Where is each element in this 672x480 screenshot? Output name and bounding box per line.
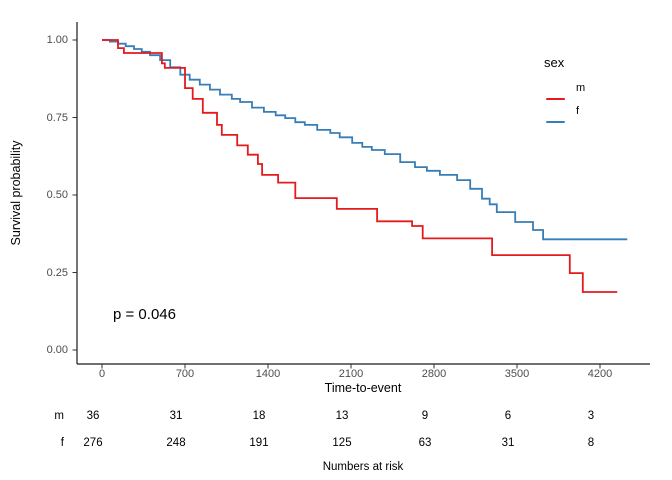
x-tick-label: 0 xyxy=(98,368,106,380)
x-tick-label: 4200 xyxy=(587,368,613,380)
x-tick-label: 3500 xyxy=(504,368,530,380)
legend-title: sex xyxy=(544,55,565,70)
y-axis-title: Survival probability xyxy=(9,140,23,246)
y-tick-label: 0.25 xyxy=(46,266,68,279)
legend-label-m: m xyxy=(576,82,586,94)
risk-count-f: 248 xyxy=(166,437,186,449)
x-tick-label: 2800 xyxy=(421,368,447,380)
risk-count-f: 8 xyxy=(587,437,595,449)
risk-row-label-m: m xyxy=(54,410,64,422)
x-tick-label: 2100 xyxy=(338,368,364,380)
legend-entry-f xyxy=(546,110,565,128)
survival-curve-m xyxy=(102,39,618,293)
risk-count-m: 9 xyxy=(421,410,429,422)
risk-count-m: 3 xyxy=(587,410,595,422)
legend-entry-m xyxy=(546,87,565,105)
survival-curve-f xyxy=(102,39,628,241)
x-tick-label: 1400 xyxy=(255,368,281,380)
risk-count-f: 63 xyxy=(418,437,432,449)
risk-count-m: 36 xyxy=(86,410,100,422)
x-tick-label: 700 xyxy=(175,368,195,380)
legend-key-line-f xyxy=(546,120,565,123)
risk-table-caption: Numbers at risk xyxy=(322,461,404,473)
risk-count-f: 31 xyxy=(501,437,515,449)
y-tick-label: 0.75 xyxy=(46,111,68,124)
p-value-annotation: p = 0.046 xyxy=(113,306,176,323)
risk-count-m: 6 xyxy=(504,410,512,422)
risk-row-label-f: f xyxy=(60,437,64,449)
risk-count-m: 13 xyxy=(335,410,349,422)
y-tick-label: 1.00 xyxy=(46,34,68,46)
risk-count-f: 125 xyxy=(332,437,352,449)
risk-count-m: 31 xyxy=(169,410,183,422)
risk-count-f: 191 xyxy=(249,437,269,449)
legend-label-f: f xyxy=(576,105,580,117)
y-tick-label: 0.00 xyxy=(46,344,68,356)
x-axis-title: Time-to-event xyxy=(324,381,402,395)
y-tick-label: 0.50 xyxy=(46,189,68,201)
legend-key-line-m xyxy=(546,97,565,100)
risk-count-m: 18 xyxy=(252,410,266,422)
risk-count-f: 276 xyxy=(83,437,103,449)
